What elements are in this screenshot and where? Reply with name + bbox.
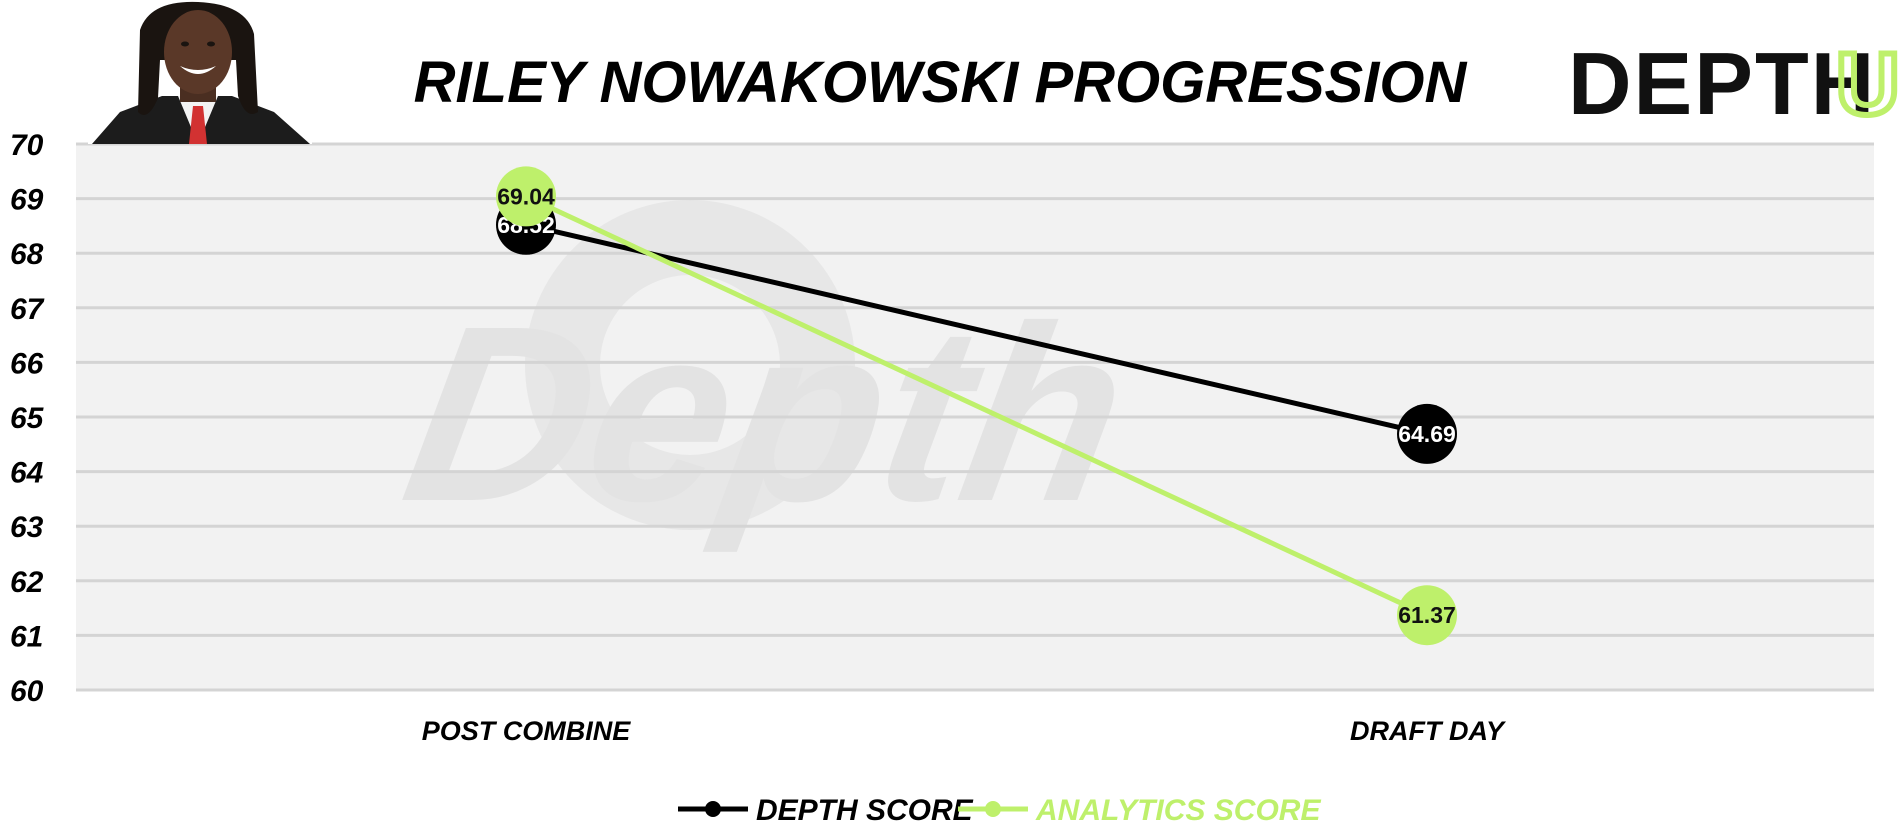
y-tick-label: 70 <box>10 129 44 162</box>
logo-accent-text: U <box>1836 34 1898 133</box>
data-point <box>1397 585 1457 646</box>
data-label: 64.69 <box>1398 421 1456 447</box>
y-tick-label: 61 <box>10 620 43 653</box>
data-label: 61.37 <box>1398 602 1456 628</box>
brand-logo: DEPTH U <box>1568 31 1898 136</box>
legend-label-depth-score: DEPTH SCORE <box>756 794 974 827</box>
watermark-text: Depth <box>388 275 1145 554</box>
legend-item-depth-score: DEPTH SCORE <box>678 794 974 827</box>
data-point <box>496 166 556 227</box>
x-tick-label: POST COMBINE <box>422 716 632 746</box>
y-tick-label: 65 <box>10 402 45 435</box>
series-line-0 <box>525 222 1428 437</box>
y-tick-label: 69 <box>10 184 44 217</box>
player-headshot-icon <box>88 0 312 144</box>
logo-main-text: DEPTH <box>1568 34 1876 133</box>
y-tick-label: 68 <box>10 238 44 271</box>
y-tick-label: 60 <box>10 675 44 708</box>
data-point <box>1397 403 1457 464</box>
y-tick-label: 67 <box>10 293 45 326</box>
y-tick-label: 63 <box>10 511 44 544</box>
x-tick-label: DRAFT DAY <box>1350 716 1507 746</box>
data-label: 69.04 <box>497 183 555 209</box>
legend: DEPTH SCORE ANALYTICS SCORE <box>678 794 1321 827</box>
y-tick-label: 62 <box>10 566 44 599</box>
y-tick-label: 66 <box>10 347 44 380</box>
legend-item-analytics-score: ANALYTICS SCORE <box>958 794 1321 827</box>
chart-title: RILEY NOWAKOWSKI PROGRESSION <box>414 50 1468 115</box>
series-line-1 <box>524 194 1429 618</box>
legend-label-analytics-score: ANALYTICS SCORE <box>1035 794 1321 827</box>
y-tick-label: 64 <box>10 457 44 490</box>
